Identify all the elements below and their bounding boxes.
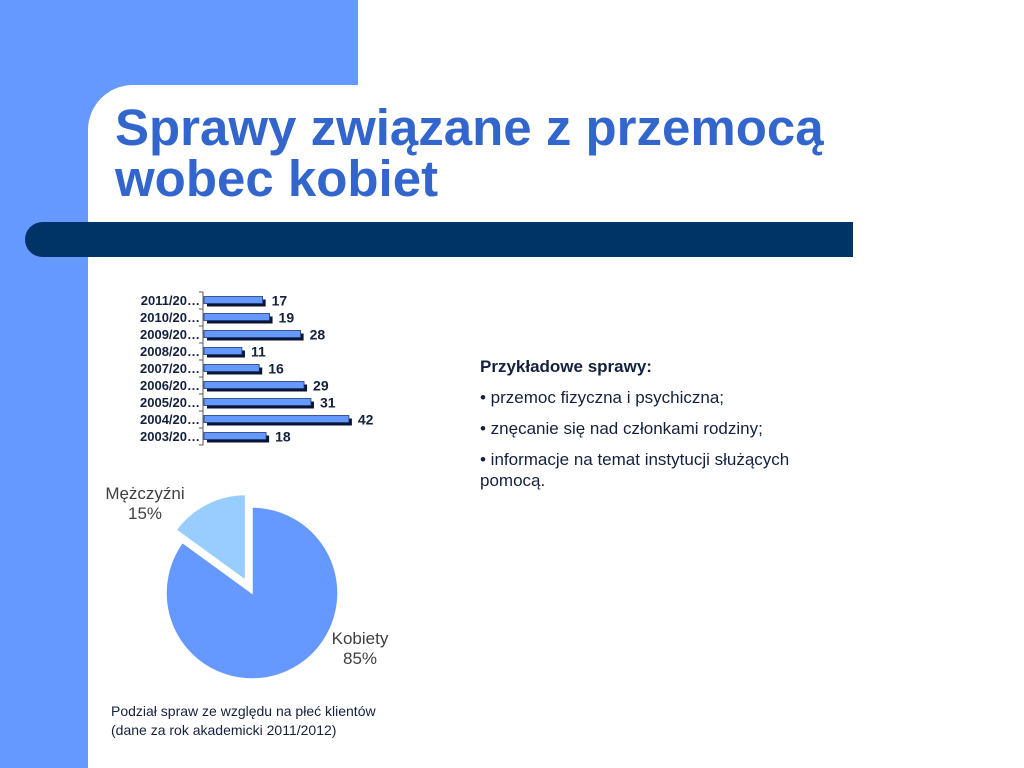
- caption-line-2: (dane za rok akademicki 2011/2012): [111, 722, 337, 738]
- bar-fill: [203, 313, 270, 321]
- category-label: 2006/20…: [140, 378, 200, 393]
- bar-fill: [203, 296, 264, 304]
- example-cases-heading: Przykładowe sprawy:: [480, 357, 652, 376]
- client-gender-pie-chart: Mężczyźni 15% Kobiety 85%: [105, 484, 389, 680]
- category-label: 2008/20…: [140, 344, 200, 359]
- bar-fill: [203, 381, 305, 389]
- category-label: 2007/20…: [140, 361, 200, 376]
- bar: [203, 381, 308, 392]
- example-case-item: • znęcanie się nad członkami rodziny;: [480, 419, 763, 438]
- pie-slice-men: [175, 493, 247, 582]
- category-label: 2009/20…: [140, 327, 200, 342]
- bar-fill: [203, 398, 312, 406]
- pie-label-women-value: 85%: [343, 649, 377, 668]
- category-label: 2010/20…: [140, 310, 200, 325]
- example-case-item: • informacje na temat instytucji służący…: [480, 450, 790, 490]
- bar: [203, 432, 270, 443]
- bar-fill: [203, 364, 260, 372]
- category-label: 2005/20…: [140, 395, 200, 410]
- bar: [203, 347, 245, 358]
- bar: [203, 398, 314, 409]
- slide-title-line-1: Sprawy związane z przemocą: [115, 99, 824, 156]
- pie-label-women-name: Kobiety: [332, 629, 389, 648]
- bar-fill: [203, 347, 243, 355]
- value-label: 42: [358, 412, 374, 428]
- value-label: 11: [251, 344, 266, 360]
- title-divider-band: [25, 222, 853, 257]
- bar-fill: [203, 330, 301, 338]
- value-label: 19: [279, 310, 295, 326]
- category-label: 2004/20…: [140, 412, 200, 427]
- example-case-item: • przemoc fizyczna i psychiczna;: [480, 388, 725, 407]
- value-label: 16: [268, 361, 284, 377]
- bar-fill: [203, 415, 350, 423]
- slide-title: Sprawy związane z przemocą wobec kobiet: [115, 102, 824, 204]
- slide-title-line-2: wobec kobiet: [115, 150, 439, 207]
- bar: [203, 415, 352, 426]
- bar: [203, 313, 273, 324]
- category-label: 2011/20…: [141, 293, 200, 308]
- pie-label-men-value: 15%: [128, 504, 162, 523]
- value-label: 31: [320, 395, 336, 411]
- example-cases: Przykładowe sprawy: • przemoc fizyczna i…: [480, 356, 815, 501]
- cases-per-year-bar-chart: 2011/20… 17 2010/20… 19 2009/20… 28 2008/20… 11…: [140, 291, 374, 446]
- bar: [203, 330, 304, 341]
- value-label: 28: [310, 327, 326, 343]
- value-label: 18: [275, 429, 291, 445]
- pie-chart-caption: Podział spraw ze względu na płeć klientó…: [111, 702, 376, 740]
- category-label: 2003/20…: [140, 429, 200, 444]
- pie-slice-women: [165, 506, 339, 680]
- pie-label-men-name: Mężczyźni: [105, 484, 184, 503]
- value-label: 17: [272, 293, 288, 309]
- accent-panel-left: [0, 0, 88, 768]
- caption-line-1: Podział spraw ze względu na płeć klientó…: [111, 703, 376, 719]
- bar-fill: [203, 432, 267, 440]
- value-label: 29: [313, 378, 329, 394]
- bar: [203, 296, 266, 307]
- bar: [203, 364, 263, 375]
- content-panel-corner: [88, 85, 378, 205]
